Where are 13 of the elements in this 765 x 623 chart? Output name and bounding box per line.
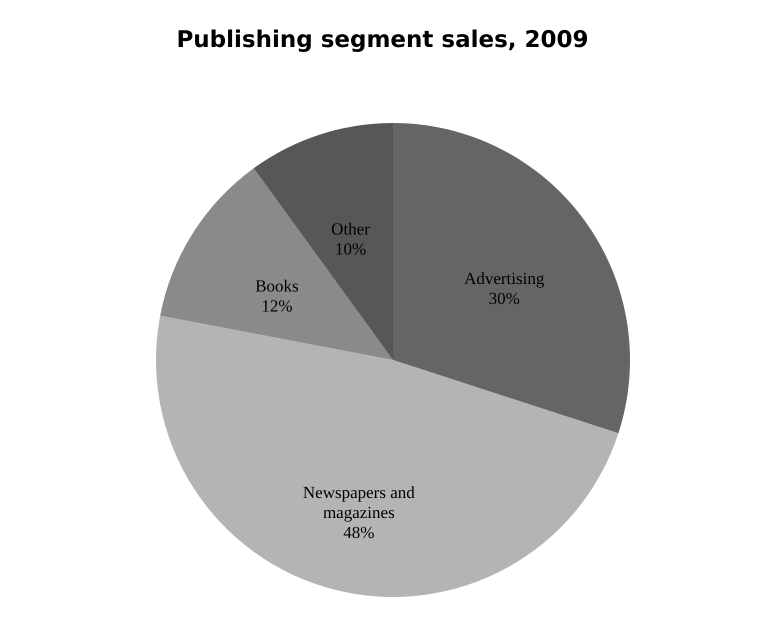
pie-slice	[160, 168, 393, 360]
pie-slice	[156, 316, 618, 597]
pie-slice	[393, 123, 630, 434]
pie-slice	[254, 123, 393, 360]
data-label: 30%	[488, 289, 520, 308]
chart-title: Publishing segment sales, 2009	[176, 27, 589, 53]
slice-label: Advertising	[464, 269, 545, 288]
data-label: 12%	[261, 296, 293, 316]
slice-label: Other	[331, 219, 370, 238]
data-label: 10%	[334, 239, 366, 258]
data-label: 48%	[343, 523, 374, 542]
slice-label: Newspapers and magazines	[302, 483, 416, 522]
slice-label: Books	[255, 276, 299, 296]
